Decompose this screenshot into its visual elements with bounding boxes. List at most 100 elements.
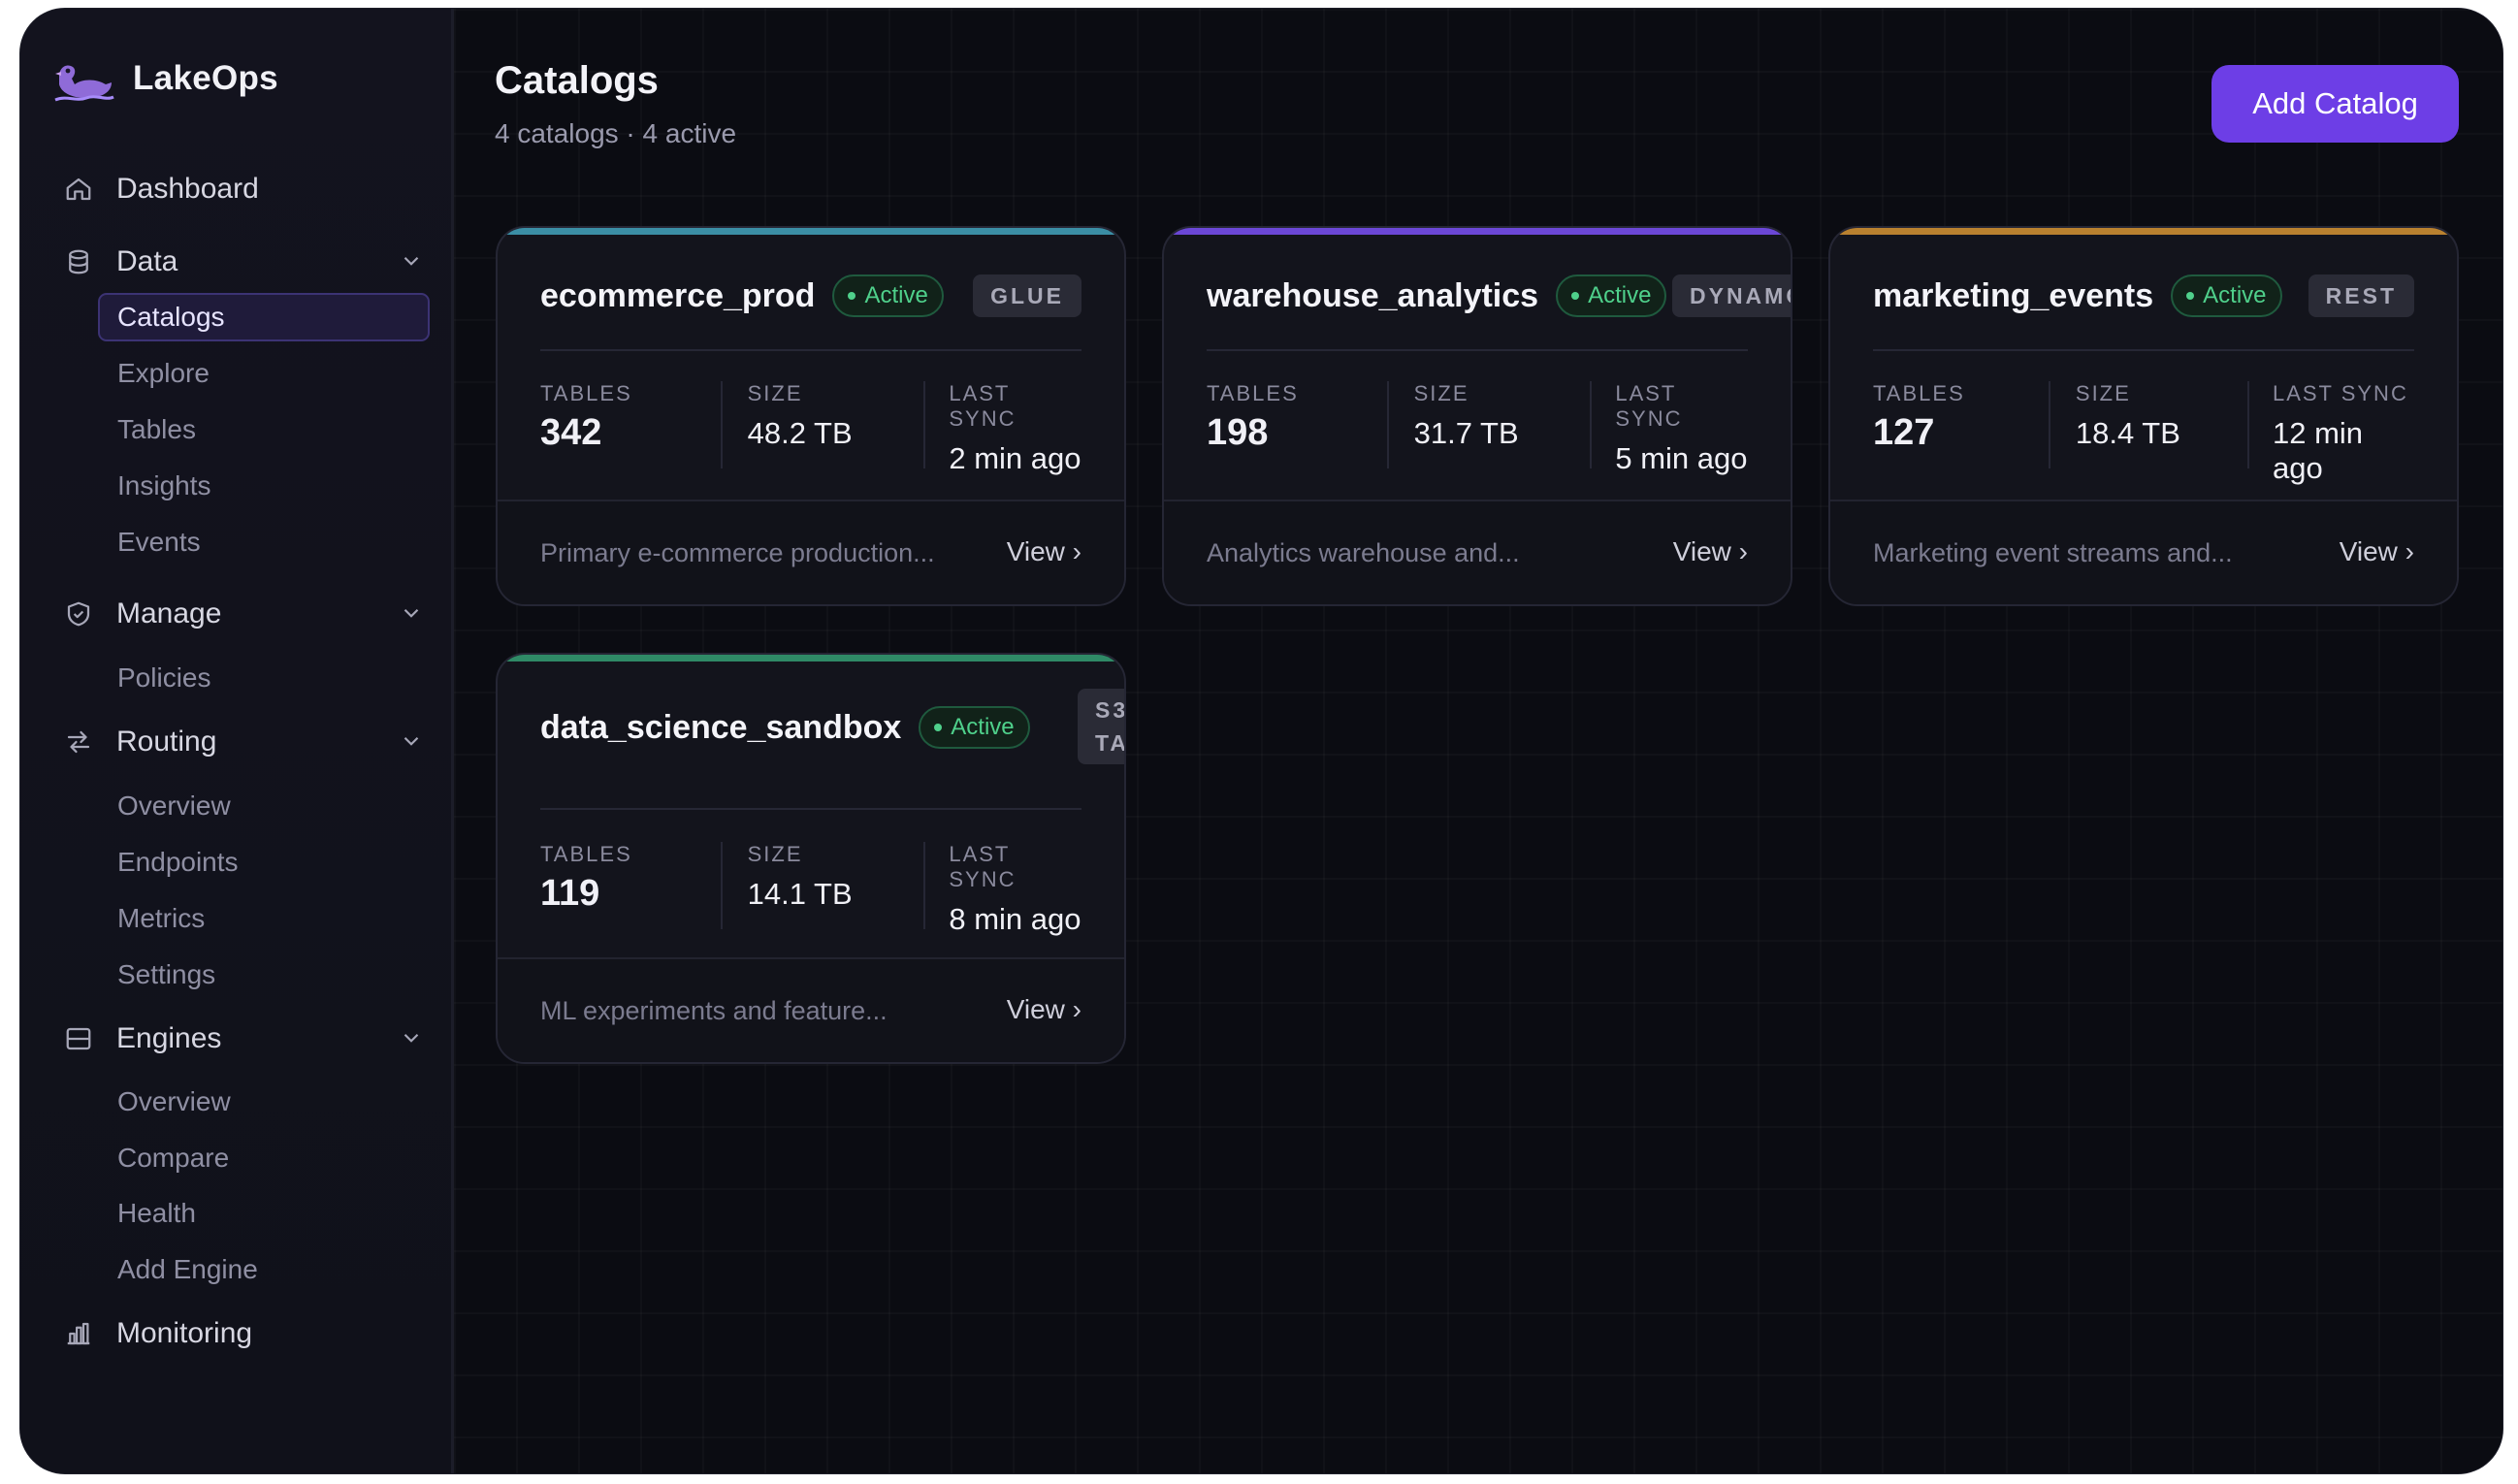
sidebar-item-routing-overview[interactable]: Overview	[115, 781, 449, 831]
sidebar-item-insights[interactable]: Insights	[115, 461, 449, 511]
catalog-stats: TABLES 198 SIZE 31.7 TB LAST SYNC 5 min ago	[1207, 381, 1748, 475]
database-icon	[63, 246, 94, 277]
card-footer: ML experiments and feature... View ›	[498, 957, 1124, 1062]
sidebar-item-label: Tables	[117, 414, 196, 444]
catalog-type-badge: S3 TABLE	[1078, 689, 1124, 764]
app-window: LakeOps Dashboard Data Catalogs Explore …	[20, 9, 2502, 1473]
status-badge: Active	[919, 706, 1030, 749]
view-link[interactable]: View ›	[1006, 994, 1081, 1024]
catalog-name: marketing_events	[1873, 276, 2154, 314]
nav-engines-label: Engines	[116, 1022, 222, 1054]
sidebar-item-policies[interactable]: Policies	[115, 653, 449, 703]
stat-tables: TABLES 198	[1207, 381, 1389, 468]
chevron-down-icon[interactable]	[399, 600, 424, 626]
sidebar-item-label: Metrics	[117, 903, 206, 933]
view-link[interactable]: View ›	[1006, 536, 1081, 566]
catalog-card[interactable]: warehouse_analytics Active DYNAMO TABLES…	[1162, 226, 1792, 606]
sidebar-item-add-engine[interactable]: Add Engine	[115, 1244, 449, 1295]
sidebar-item-tables[interactable]: Tables	[115, 404, 449, 455]
stat-value: 342	[540, 412, 602, 453]
stat-label: LAST SYNC	[949, 842, 1017, 891]
stat-size: SIZE 18.4 TB	[2050, 381, 2249, 468]
nav-manage[interactable]: Manage	[63, 589, 424, 639]
catalog-card[interactable]: data_science_sandbox Active S3 TABLE TAB…	[496, 653, 1126, 1064]
view-link[interactable]: View ›	[2339, 536, 2414, 566]
catalog-stats: TABLES 342 SIZE 48.2 TB LAST SYNC 2 min ago	[540, 381, 1081, 475]
nav-data-label: Data	[116, 245, 178, 277]
status-badge: Active	[2171, 274, 2282, 317]
sidebar-item-compare[interactable]: Compare	[115, 1133, 449, 1183]
nav-data[interactable]: Data	[63, 237, 424, 287]
stat-label: TABLES	[540, 842, 632, 866]
view-link[interactable]: View ›	[1672, 536, 1748, 566]
chevron-down-icon[interactable]	[399, 1025, 424, 1050]
divider	[540, 808, 1081, 810]
sidebar-item-metrics[interactable]: Metrics	[115, 893, 449, 944]
chevron-down-icon[interactable]	[399, 248, 424, 274]
status-dot-icon	[934, 724, 943, 731]
home-icon	[63, 174, 94, 205]
nav-monitoring-label: Monitoring	[116, 1317, 253, 1349]
status-badge: Active	[832, 274, 944, 317]
sidebar-item-catalogs[interactable]: Catalogs	[98, 293, 430, 341]
sidebar-item-endpoints[interactable]: Endpoints	[115, 837, 449, 887]
stat-label: TABLES	[1873, 381, 1965, 405]
catalog-card[interactable]: marketing_events Active REST TABLES 127 S…	[1828, 226, 2459, 606]
chevron-down-icon[interactable]	[399, 728, 424, 754]
card-header: ecommerce_prod Active GLUE	[540, 267, 1124, 325]
catalog-name: warehouse_analytics	[1207, 276, 1539, 314]
sidebar-item-label: Events	[117, 527, 201, 557]
arrows-swap-icon	[63, 726, 94, 758]
stat-label: SIZE	[1413, 381, 1469, 405]
stat-last-sync: LAST SYNC 8 min ago	[925, 842, 1081, 936]
stat-label: SIZE	[747, 842, 803, 866]
card-footer: Marketing event streams and... View ›	[1830, 500, 2457, 604]
sidebar-item-label: Add Engine	[117, 1254, 258, 1284]
nav-monitoring[interactable]: Monitoring	[63, 1308, 424, 1359]
card-header: marketing_events Active REST	[1873, 267, 2457, 325]
sidebar-item-label: Overview	[117, 1086, 231, 1116]
catalog-description: Analytics warehouse and...	[1207, 538, 1520, 567]
nav-engines[interactable]: Engines	[63, 1014, 424, 1064]
brand[interactable]: LakeOps	[53, 51, 278, 106]
catalog-stats: TABLES 119 SIZE 14.1 TB LAST SYNC 8 min ago	[540, 842, 1081, 936]
stat-tables: TABLES 127	[1873, 381, 2050, 468]
sidebar-item-health[interactable]: Health	[115, 1188, 449, 1239]
page-title: Catalogs	[495, 59, 659, 102]
nav-routing[interactable]: Routing	[63, 717, 424, 767]
stat-value: 119	[540, 873, 600, 914]
stat-label: LAST SYNC	[2272, 381, 2408, 405]
add-catalog-button[interactable]: Add Catalog	[2211, 65, 2459, 143]
sidebar-item-label: Catalogs	[117, 302, 225, 332]
nav-dashboard[interactable]: Dashboard	[63, 164, 424, 214]
card-accent-bar	[498, 655, 1124, 661]
catalog-type-badge: REST	[2308, 274, 2414, 317]
card-footer: Analytics warehouse and... View ›	[1164, 500, 1791, 604]
sidebar-item-explore[interactable]: Explore	[115, 348, 449, 399]
stat-value: 18.4 TB	[2075, 416, 2180, 450]
bar-chart-icon	[63, 1318, 94, 1349]
stat-value: 48.2 TB	[747, 416, 853, 450]
sidebar-item-label: Policies	[117, 662, 211, 693]
status-label: Active	[951, 714, 1015, 740]
status-label: Active	[864, 282, 928, 308]
stat-value: 127	[1873, 412, 1935, 453]
status-dot-icon	[848, 292, 856, 300]
catalog-description: Primary e-commerce production...	[540, 538, 935, 567]
shield-check-icon	[63, 598, 94, 629]
stat-last-sync: LAST SYNC 2 min ago	[925, 381, 1081, 475]
sidebar-item-engines-overview[interactable]: Overview	[115, 1077, 449, 1127]
sidebar-item-label: Explore	[117, 358, 210, 388]
catalog-description: Marketing event streams and...	[1873, 538, 2233, 567]
sidebar-item-settings[interactable]: Settings	[115, 950, 449, 1000]
stat-label: TABLES	[540, 381, 632, 405]
catalog-card[interactable]: ecommerce_prod Active GLUE TABLES 342 SIZ…	[496, 226, 1126, 606]
catalog-name: data_science_sandbox	[540, 708, 902, 746]
stat-label: LAST SYNC	[1615, 381, 1683, 431]
sidebar-item-events[interactable]: Events	[115, 517, 449, 567]
divider	[1207, 349, 1748, 351]
status-dot-icon	[1571, 292, 1580, 300]
stat-value: 5 min ago	[1615, 441, 1748, 475]
stat-last-sync: LAST SYNC 5 min ago	[1592, 381, 1748, 475]
stat-value: 31.7 TB	[1413, 416, 1519, 450]
